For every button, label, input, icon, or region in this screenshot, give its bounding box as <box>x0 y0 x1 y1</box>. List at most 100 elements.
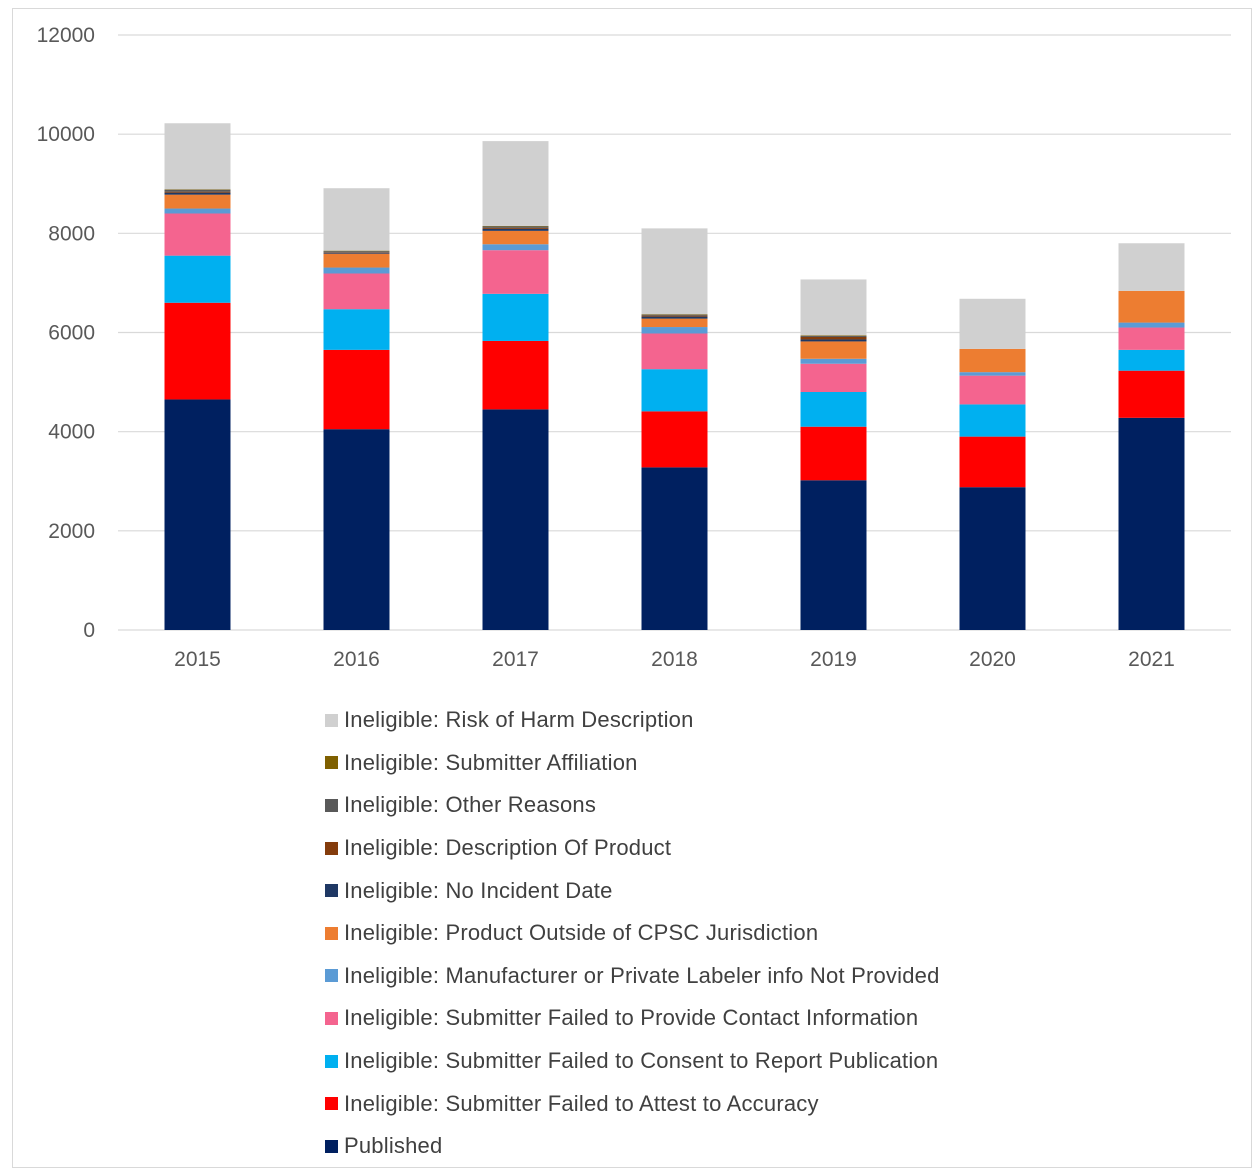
legend-swatch <box>325 1012 338 1025</box>
bar-segment-2017-series-8 <box>483 226 549 227</box>
bar-segment-2016-series-1 <box>324 350 390 429</box>
y-tick-label: 12000 <box>37 24 95 47</box>
bar-segment-2021-series-5 <box>1119 291 1185 323</box>
bar-segment-2021-series-4 <box>1119 323 1185 328</box>
bar-segment-2019-series-2 <box>801 392 867 427</box>
bar-segment-2018-series-4 <box>642 327 708 333</box>
bar-segment-2017-series-4 <box>483 244 549 250</box>
bar-segment-2019-series-8 <box>801 336 867 337</box>
legend-label: Ineligible: Submitter Affiliation <box>344 750 638 776</box>
legend-item: Ineligible: Submitter Failed to Attest t… <box>325 1082 1225 1125</box>
y-tick-label: 4000 <box>48 421 95 444</box>
bar-segment-2021-series-1 <box>1119 371 1185 418</box>
legend-item: Ineligible: Description Of Product <box>325 827 1225 870</box>
legend-label: Ineligible: Risk of Harm Description <box>344 707 694 733</box>
y-tick-label: 10000 <box>37 123 95 146</box>
legend-label: Ineligible: Submitter Failed to Consent … <box>344 1048 938 1074</box>
bar-segment-2015-series-2 <box>165 256 231 303</box>
x-tick-label: 2020 <box>969 648 1016 671</box>
bar-segment-2019-series-6 <box>801 339 867 341</box>
legend-label: Published <box>344 1133 442 1159</box>
legend: Ineligible: Risk of Harm Description Inel… <box>325 699 1225 1168</box>
legend-label: Ineligible: Description Of Product <box>344 835 671 861</box>
bar-segment-2020-series-4 <box>960 372 1026 375</box>
bar-segment-2017-series-7 <box>483 228 549 229</box>
legend-item: Ineligible: Manufacturer or Private Labe… <box>325 955 1225 998</box>
bar-segment-2017-series-0 <box>483 409 549 630</box>
x-tick-label: 2015 <box>174 648 221 671</box>
legend-item: Ineligible: Submitter Failed to Consent … <box>325 1040 1225 1083</box>
bar-segment-2019-series-0 <box>801 480 867 630</box>
bar-segment-2015-series-3 <box>165 214 231 256</box>
bar-segment-2016-series-8 <box>324 251 390 252</box>
bar-segment-2019-series-5 <box>801 341 867 358</box>
bar-segment-2015-series-4 <box>165 209 231 214</box>
bar-segment-2017-series-2 <box>483 294 549 341</box>
legend-swatch <box>325 756 338 769</box>
legend-swatch <box>325 714 338 727</box>
bar-segment-2015-series-7 <box>165 192 231 193</box>
legend-label: Ineligible: Manufacturer or Private Labe… <box>344 963 940 989</box>
bar-segment-2015-series-5 <box>165 195 231 209</box>
bar-segment-2020-series-2 <box>960 404 1026 436</box>
bar-segment-2015-series-8 <box>165 190 231 192</box>
bar-segment-2015-series-10 <box>165 123 231 189</box>
bar-segment-2019-series-3 <box>801 364 867 392</box>
bar-segment-2017-series-3 <box>483 250 549 294</box>
x-tick-label: 2017 <box>492 648 539 671</box>
legend-swatch <box>325 1055 338 1068</box>
x-axis: 2015 2016 2017 2018 2019 2020 2021 <box>174 648 1175 671</box>
bar-segment-2018-series-7 <box>642 316 708 317</box>
legend-label: Ineligible: Other Reasons <box>344 792 596 818</box>
y-tick-label: 2000 <box>48 520 95 543</box>
bar-segment-2017-series-10 <box>483 141 549 226</box>
bars <box>165 123 1185 630</box>
bar-segment-2020-series-5 <box>960 349 1026 372</box>
bar-segment-2016-series-3 <box>324 273 390 309</box>
bar-segment-2019-series-10 <box>801 279 867 335</box>
bar-segment-2017-series-5 <box>483 231 549 244</box>
bar-segment-2018-series-6 <box>642 317 708 319</box>
bar-segment-2018-series-0 <box>642 467 708 630</box>
bar-segment-2021-series-2 <box>1119 350 1185 371</box>
x-tick-label: 2018 <box>651 648 698 671</box>
bar-segment-2021-series-10 <box>1119 243 1185 291</box>
legend-swatch <box>325 884 338 897</box>
bar-segment-2018-series-10 <box>642 228 708 314</box>
legend-item: Ineligible: Submitter Failed to Provide … <box>325 997 1225 1040</box>
bar-segment-2020-series-1 <box>960 437 1026 488</box>
bar-segment-2021-series-3 <box>1119 328 1185 350</box>
y-tick-label: 0 <box>83 619 95 642</box>
legend-label: Ineligible: No Incident Date <box>344 878 613 904</box>
bar-segment-2018-series-2 <box>642 369 708 411</box>
x-tick-label: 2021 <box>1128 648 1175 671</box>
legend-item: Ineligible: Other Reasons <box>325 784 1225 827</box>
bar-segment-2020-series-3 <box>960 376 1026 405</box>
bar-segment-2021-series-0 <box>1119 418 1185 630</box>
legend-item: Published <box>325 1125 1225 1168</box>
y-tick-label: 8000 <box>48 222 95 245</box>
bar-segment-2016-series-5 <box>324 254 390 268</box>
bar-segment-2015-series-6 <box>165 193 231 195</box>
legend-label: Ineligible: Submitter Failed to Provide … <box>344 1005 918 1031</box>
legend-swatch <box>325 927 338 940</box>
bar-segment-2019-series-4 <box>801 359 867 364</box>
x-tick-label: 2016 <box>333 648 380 671</box>
bar-segment-2016-series-2 <box>324 309 390 350</box>
bar-segment-2017-series-1 <box>483 341 549 409</box>
bar-segment-2018-series-3 <box>642 333 708 369</box>
bar-segment-2015-series-1 <box>165 303 231 400</box>
bar-segment-2018-series-1 <box>642 411 708 467</box>
legend-swatch <box>325 842 338 855</box>
bar-segment-2020-series-0 <box>960 487 1026 630</box>
legend-label: Ineligible: Product Outside of CPSC Juri… <box>344 920 818 946</box>
legend-swatch <box>325 1140 338 1153</box>
legend-item: Ineligible: Product Outside of CPSC Juri… <box>325 912 1225 955</box>
x-tick-label: 2019 <box>810 648 857 671</box>
bar-segment-2018-series-8 <box>642 315 708 316</box>
bar-segment-2016-series-4 <box>324 268 390 274</box>
legend-item: Ineligible: Submitter Affiliation <box>325 742 1225 785</box>
bar-segment-2018-series-5 <box>642 319 708 327</box>
